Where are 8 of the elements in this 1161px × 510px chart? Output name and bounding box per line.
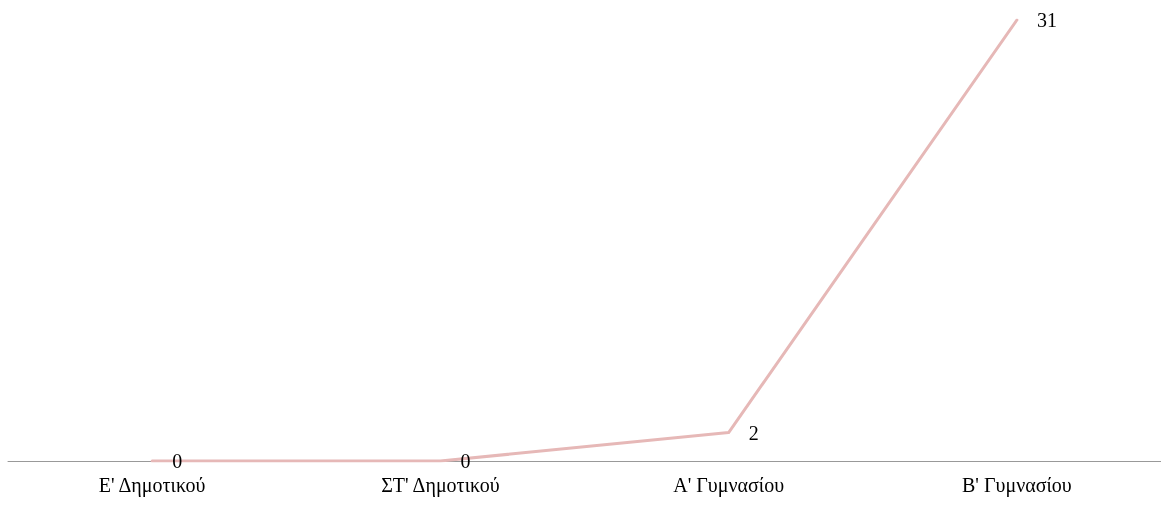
data-label: 0	[460, 450, 471, 472]
x-tick-label: Ε' Δημοτικού	[98, 474, 206, 497]
data-label: 0	[172, 450, 183, 472]
x-tick-label: ΣΤ' Δημοτικού	[381, 474, 500, 497]
data-label: 31	[1036, 9, 1057, 31]
x-tick-label: Β' Γυμνασίου	[962, 474, 1072, 497]
x-tick-label: Α' Γυμνασίου	[673, 474, 785, 497]
data-label: 2	[748, 421, 759, 444]
